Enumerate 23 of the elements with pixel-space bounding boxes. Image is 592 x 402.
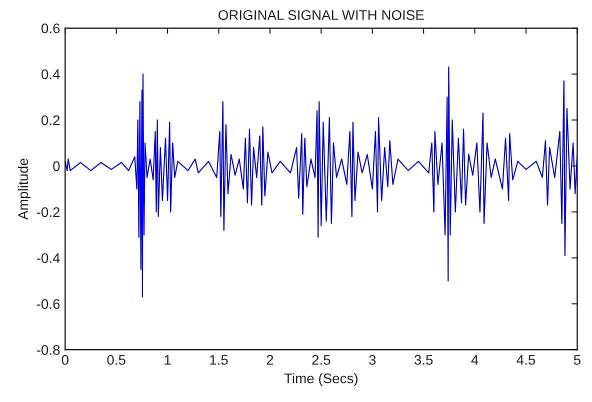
y-tick-label: -0.8 xyxy=(36,345,60,355)
y-tick-label: 0.6 xyxy=(41,23,60,34)
x-tick-label: 0.5 xyxy=(107,354,126,365)
x-tick-label: 2.5 xyxy=(312,354,330,365)
y-tick-label: -0.4 xyxy=(36,253,60,264)
y-tick-label: 0 xyxy=(53,161,60,172)
y-tick-label: -0.6 xyxy=(36,299,60,309)
y-tick-label: -0.2 xyxy=(36,207,60,218)
y-axis-title: Amplitude xyxy=(18,158,31,220)
chart-title: ORIGINAL SIGNAL WITH NOISE xyxy=(218,10,424,20)
x-tick-label: 3.5 xyxy=(414,354,433,365)
y-tick-label: 0.2 xyxy=(41,115,60,126)
x-tick-label: 4 xyxy=(471,355,478,365)
x-tick-label: 3 xyxy=(369,354,376,365)
y-tick-label: 0.4 xyxy=(41,69,60,80)
line-series xyxy=(65,66,578,298)
x-tick-label: 1 xyxy=(164,355,171,365)
x-tick-label: 5 xyxy=(574,355,580,365)
x-tick-label: 1.5 xyxy=(210,355,228,365)
x-tick-label: 0 xyxy=(62,354,68,365)
x-tick-label: 4.5 xyxy=(516,355,536,365)
x-axis-title: Time (Secs) xyxy=(284,373,358,386)
x-tick-label: 2 xyxy=(266,354,274,365)
